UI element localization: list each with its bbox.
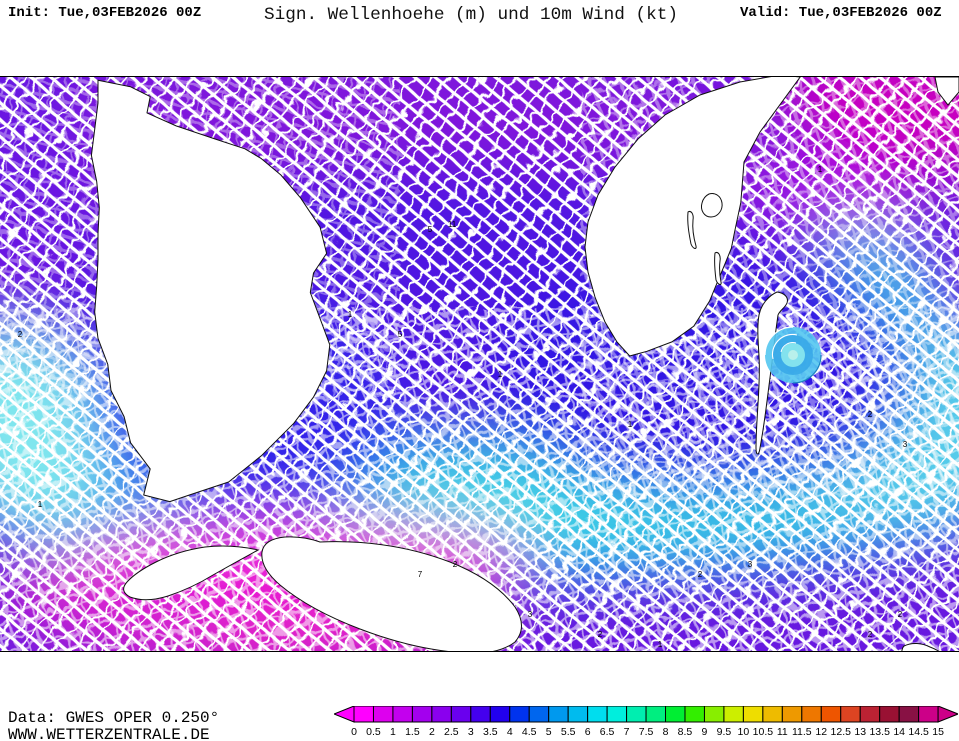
svg-text:15: 15 — [932, 726, 944, 738]
svg-text:4: 4 — [507, 726, 513, 738]
svg-text:3: 3 — [468, 726, 474, 738]
svg-text:2: 2 — [598, 630, 603, 639]
svg-text:1: 1 — [498, 370, 503, 379]
svg-text:2: 2 — [429, 726, 435, 738]
svg-text:12: 12 — [815, 726, 827, 738]
svg-text:9: 9 — [702, 726, 708, 738]
svg-text:1: 1 — [628, 420, 633, 429]
svg-text:5: 5 — [428, 225, 433, 234]
svg-text:2: 2 — [453, 560, 458, 569]
svg-text:12.5: 12.5 — [831, 726, 852, 738]
svg-text:3: 3 — [903, 440, 908, 449]
svg-text:8: 8 — [663, 726, 669, 738]
svg-text:8.5: 8.5 — [678, 726, 693, 738]
svg-text:6.5: 6.5 — [600, 726, 615, 738]
svg-text:5: 5 — [398, 330, 403, 339]
svg-text:0.5: 0.5 — [366, 726, 381, 738]
svg-text:5: 5 — [546, 726, 552, 738]
svg-text:3: 3 — [528, 610, 533, 619]
svg-text:1: 1 — [818, 165, 823, 174]
svg-text:2.5: 2.5 — [444, 726, 459, 738]
svg-text:2: 2 — [18, 330, 23, 339]
svg-text:0: 0 — [351, 726, 357, 738]
svg-text:2: 2 — [868, 630, 873, 639]
svg-text:14.5: 14.5 — [908, 726, 929, 738]
svg-text:10.5: 10.5 — [753, 726, 774, 738]
svg-text:11: 11 — [448, 220, 457, 229]
svg-text:7.5: 7.5 — [639, 726, 654, 738]
svg-text:2: 2 — [868, 410, 873, 419]
svg-text:6: 6 — [585, 726, 591, 738]
svg-text:10: 10 — [738, 726, 750, 738]
svg-text:5.5: 5.5 — [561, 726, 576, 738]
svg-text:1.5: 1.5 — [405, 726, 420, 738]
svg-text:3: 3 — [748, 560, 753, 569]
svg-text:1: 1 — [348, 310, 353, 319]
svg-text:13: 13 — [854, 726, 866, 738]
svg-text:13.5: 13.5 — [869, 726, 890, 738]
svg-text:7: 7 — [624, 726, 630, 738]
svg-text:3.5: 3.5 — [483, 726, 498, 738]
svg-text:11.5: 11.5 — [792, 726, 812, 738]
svg-text:7: 7 — [418, 570, 423, 579]
svg-text:14: 14 — [893, 726, 905, 738]
svg-text:1: 1 — [38, 500, 43, 509]
svg-text:1: 1 — [390, 726, 396, 738]
svg-text:1: 1 — [658, 640, 663, 649]
svg-text:9.5: 9.5 — [717, 726, 732, 738]
svg-text:11: 11 — [777, 726, 788, 738]
svg-text:2: 2 — [698, 570, 703, 579]
svg-text:4.5: 4.5 — [522, 726, 537, 738]
svg-text:2: 2 — [898, 610, 903, 619]
